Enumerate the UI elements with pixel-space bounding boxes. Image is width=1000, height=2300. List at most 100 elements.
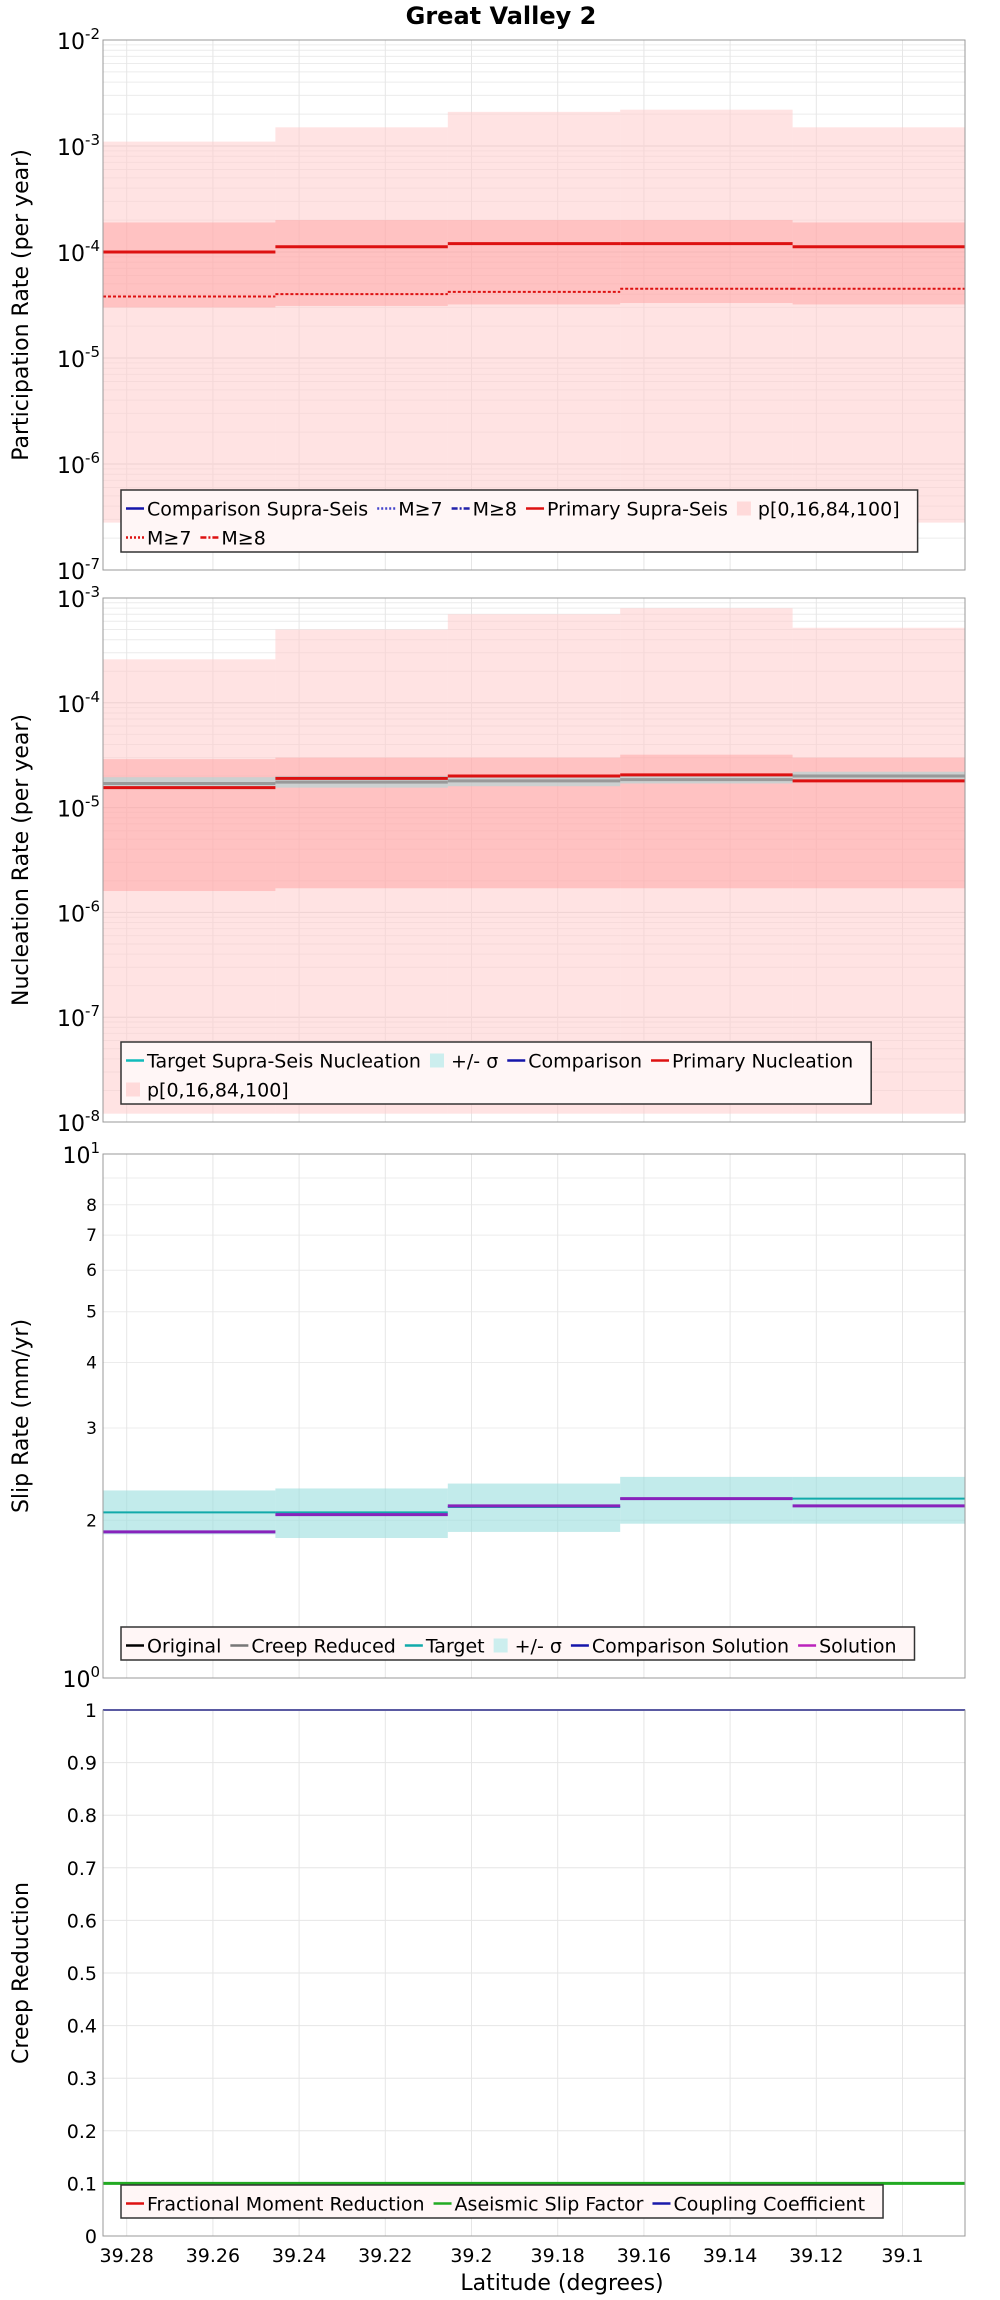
y-tick-label: 0.5 [67,1963,97,1985]
legend-item-label: Coupling Coefficient [673,2194,865,2216]
legend-item-label: +/- σ [515,1636,562,1658]
legend-item-label: M≥7 [147,528,191,550]
x-tick-label: 39.14 [703,2245,757,2267]
legend: Comparison Supra-Seis M≥7 M≥8 Primary Supra… [120,489,919,553]
y-axis-label: Creep Reduction [9,1882,34,2064]
band-segment [447,111,621,523]
legend-item-label: Solution [819,1636,896,1658]
legend-item-label: M≥8 [221,528,265,550]
y-tick-label: 0.1 [67,2173,97,2195]
y-tick-label: 8 [86,1196,97,1216]
y-tick-label: 10-4 [57,237,100,267]
y-tick-label: 6 [86,1261,97,1281]
y-tick-label: 10-4 [57,688,100,718]
legend-item-label: Comparison Supra-Seis [147,499,368,521]
y-tick-label: 10-5 [57,793,100,823]
legend-item-label: Creep Reduced [251,1636,395,1658]
y-tick-label: 0.6 [67,1910,97,1932]
legend: Original Creep Reduced Target +/- σ Comparis… [120,1626,916,1661]
band-segment [792,1476,965,1524]
y-tick-label: 1 [85,1700,97,1722]
y-tick-label: 3 [86,1419,97,1439]
chart-title: Great Valley 2 [406,2,597,30]
y-tick-label: 10-2 [57,25,100,55]
legend-item-label: Primary Supra-Seis [547,499,728,521]
legend-box [120,1626,916,1661]
y-axis-label: Participation Rate (per year) [9,149,34,461]
y-tick-label: 10-5 [57,343,100,373]
chart-panel-1: 10-7 10-6 10-5 10-4 10-3 10-2 Participation Ra… [9,25,966,585]
x-tick-label: 39.26 [186,2245,240,2267]
y-tick-label: 10-6 [57,449,100,479]
y-tick-label: 10-8 [57,1107,100,1137]
chart-panel-2: 10-8 10-7 10-6 10-5 10-4 10-3 Nucleation Rate … [9,583,966,1137]
plot-frame [102,597,966,1123]
chart-panel-4: 39.28 39.26 39.24 39.22 39.2 39.18 39.16 39.14 3… [9,1700,966,2267]
y-tick-label: 0 [85,2226,97,2248]
x-tick-label: 39.2 [450,2245,492,2267]
x-tick-label: 39.1 [881,2245,923,2267]
band-segment [103,659,276,1114]
plot-frame [102,1153,966,1679]
band-segment [275,220,448,306]
band-segment [620,220,793,304]
x-tick-label: 39.22 [358,2245,412,2267]
legend-item-label: +/- σ [451,1051,498,1073]
legend-swatch [736,501,751,516]
legend-box [120,1041,872,1105]
legend-box [120,2184,884,2219]
band-segment [620,1476,793,1524]
legend-item-label: Target Supra-Seis Nucleation [146,1051,421,1073]
x-axis-label: Latitude (degrees) [460,2271,663,2296]
legend-item-label: Comparison Solution [592,1636,789,1658]
y-tick-label: 0.2 [67,2121,97,2143]
y-axis-label: Nucleation Rate (per year) [9,714,34,1006]
y-tick-label: 0.9 [67,1753,97,1775]
legend-item-label: Comparison [528,1051,642,1073]
chart-panels: 10-7 10-6 10-5 10-4 10-3 10-2 Participation Ra… [9,25,966,2267]
y-tick-label: 7 [86,1226,97,1246]
band-segment [620,109,793,523]
band-segment [103,222,276,308]
y-tick-label: 10-3 [57,131,100,161]
band-segment [792,127,965,523]
band-segment [275,127,448,523]
legend-item-label: p[0,16,84,100] [758,499,900,521]
band-segment [103,141,276,523]
legend-swatch [126,1082,140,1097]
legend-item-label: Original [147,1636,221,1658]
x-tick-label: 39.18 [531,2245,585,2267]
legend-item-label: M≥7 [398,499,442,521]
legend-box [120,489,919,553]
x-tick-label: 39.28 [100,2245,154,2267]
legend-item-label: Primary Nucleation [672,1051,853,1073]
x-tick-label: 39.24 [272,2245,326,2267]
legend-swatch [429,1053,444,1068]
x-tick-label: 39.12 [789,2245,843,2267]
y-tick-label: 101 [62,1139,100,1169]
legend: Target Supra-Seis Nucleation +/- σ Compari… [120,1041,872,1105]
legend-item-label: M≥8 [473,499,517,521]
y-tick-label: 10-3 [57,583,100,613]
legend-swatch [493,1638,508,1653]
y-tick-label: 0.3 [67,2068,97,2090]
plot-frame [102,1709,966,2237]
chart-panel-3: 100 101 2 3 4 5 6 7 8 Slip Rate (mm/yr) Original Cr… [9,1139,966,1693]
plot-frame [102,39,966,571]
y-tick-label: 2 [86,1511,97,1531]
legend-item-label: Fractional Moment Reduction [147,2194,425,2216]
legend-item-label: Aseismic Slip Factor [455,2194,644,2216]
band-segment [275,629,448,1114]
band-segment [447,220,621,305]
y-tick-label: 10-6 [57,897,100,927]
y-tick-label: 5 [86,1303,97,1323]
y-tick-label: 10-7 [57,555,100,585]
y-tick-label: 0.8 [67,1805,97,1827]
legend: Fractional Moment Reduction Aseismic Slip… [120,2184,884,2219]
y-tick-label: 4 [86,1354,97,1374]
y-tick-label: 100 [62,1663,100,1693]
legend-item-label: Target [425,1636,485,1658]
legend-item-label: p[0,16,84,100] [147,1080,289,1102]
y-axis-label: Slip Rate (mm/yr) [9,1319,34,1513]
